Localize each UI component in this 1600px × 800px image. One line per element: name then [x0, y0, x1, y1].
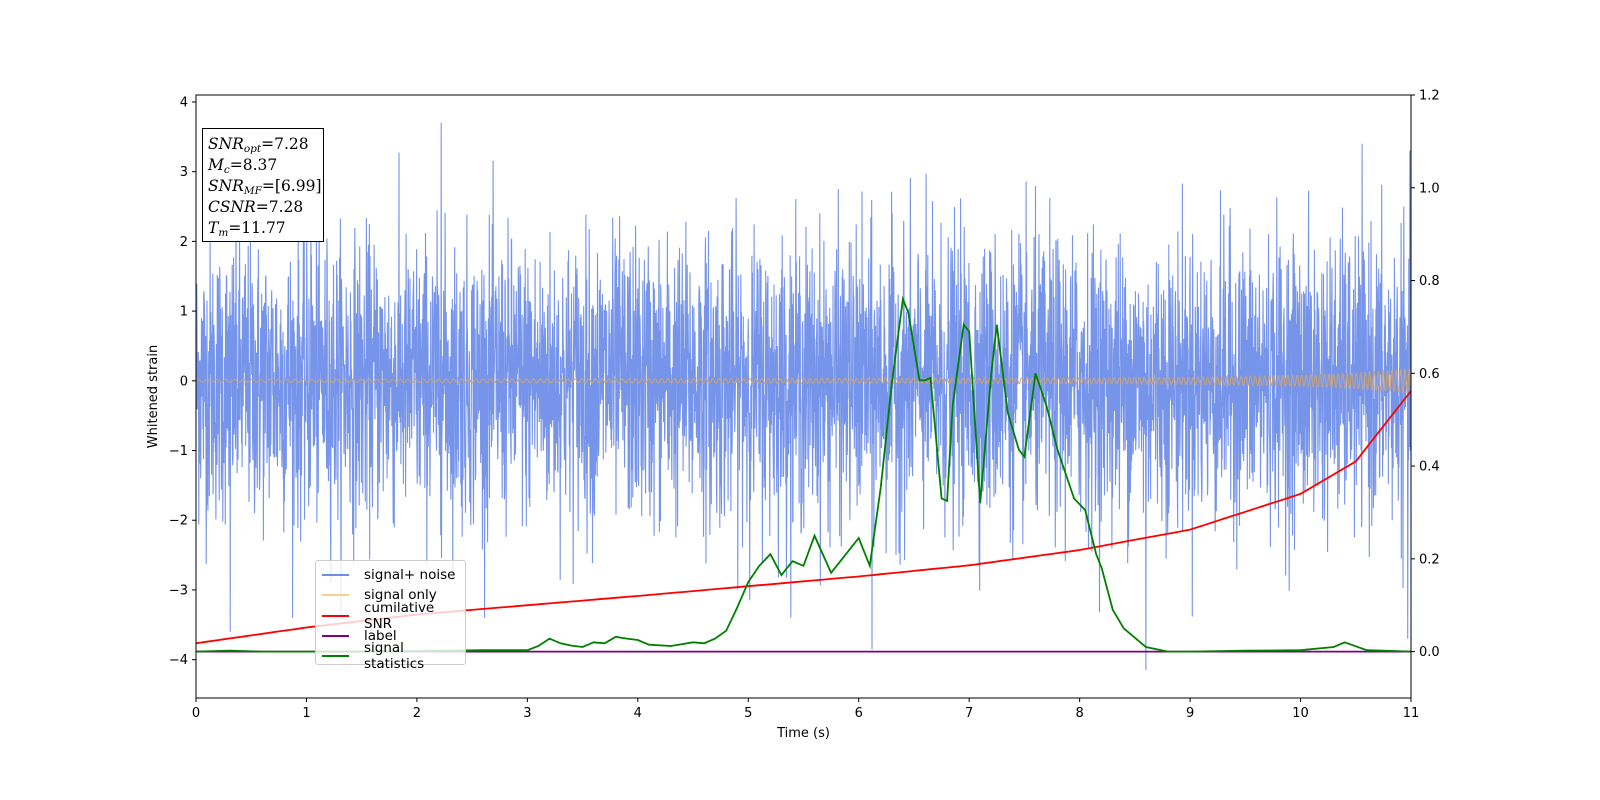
signal-only-line	[196, 367, 1411, 394]
x-tick-label: 11	[1403, 706, 1420, 721]
csnr-row: CSNR=7.28	[208, 197, 323, 218]
legend-swatch	[322, 574, 349, 577]
legend-label: signal statistics	[364, 640, 425, 673]
x-tick-label: 8	[1075, 706, 1083, 721]
signal-noise-line	[196, 122, 1411, 671]
x-axis-label: Time (s)	[776, 726, 830, 741]
y2-tick-label: 1.0	[1419, 181, 1440, 196]
legend-item-signal-only: signal only	[322, 585, 465, 605]
legend: signal+ noise signal only cumilative SNR…	[315, 560, 466, 672]
snr-mf-value: =[6.99]	[261, 177, 322, 195]
x-tick-label: 9	[1186, 706, 1194, 721]
legend-item-signal-noise: signal+ noise	[322, 565, 465, 585]
legend-item-cumulative-snr: cumilative SNR	[322, 600, 465, 632]
y-tick-label: −1	[169, 444, 188, 459]
x-tick-label: 5	[744, 706, 752, 721]
mc-sub: c	[223, 164, 230, 176]
y2-tick-label: 0.8	[1419, 274, 1440, 289]
plot-frame	[195, 94, 1412, 699]
snr-opt-sub: opt	[243, 143, 262, 155]
y2-tick-label: 1.2	[1419, 89, 1440, 104]
legend-item-signal-statistics: signal statistics	[322, 640, 465, 672]
y2-tick-label: 0.0	[1419, 645, 1440, 660]
tm-row: Tm=11.77	[208, 218, 323, 239]
info-box: SNRopt=7.28 Mc=8.37 SNRMF=[6.99] CSNR=7.…	[202, 128, 324, 242]
snr-opt-label: SNR	[208, 135, 244, 153]
y-tick-label: 3	[180, 165, 188, 180]
x-tick-label: 7	[965, 706, 973, 721]
x-tick-label: 2	[413, 706, 421, 721]
mc-label: M	[208, 156, 224, 174]
snr-opt-row: SNRopt=7.28	[208, 134, 323, 155]
mc-value: =8.37	[229, 156, 278, 174]
x-tick-label: 4	[634, 706, 642, 721]
axis-ticks: 0 1 2 3 4 5 6 7 8 9 10 11 −4 −3 −2 −1 0 1 2 3 4 0.0 0.2 0.4 0.6 0…	[169, 89, 1440, 722]
snr-mf-sub: MF	[243, 185, 262, 197]
tm-sub: m	[218, 227, 229, 239]
y2-tick-label: 0.6	[1419, 367, 1440, 382]
y-tick-label: 1	[180, 305, 188, 320]
y-tick-label: −2	[169, 514, 188, 529]
signal-statistics-line	[196, 295, 1411, 653]
x-tick-label: 3	[523, 706, 531, 721]
x-tick-label: 0	[192, 706, 200, 721]
series-signal-only	[196, 367, 1411, 394]
y-tick-label: 0	[180, 374, 188, 389]
snr-opt-value: =7.28	[261, 135, 309, 153]
x-tick-label: 6	[855, 706, 863, 721]
legend-label: signal+ noise	[364, 567, 456, 584]
snr-mf-row: SNRMF=[6.99]	[208, 176, 323, 197]
y-axis-label: Whitened strain	[146, 345, 161, 448]
y-tick-label: −3	[169, 583, 188, 598]
mc-row: Mc=8.37	[208, 155, 323, 176]
legend-swatch	[322, 614, 349, 617]
x-tick-label: 1	[302, 706, 310, 721]
csnr-value: =7.28	[255, 198, 304, 216]
y-tick-label: −4	[169, 653, 188, 668]
legend-swatch	[322, 594, 349, 597]
x-tick-label: 10	[1292, 706, 1309, 721]
y2-tick-label: 0.2	[1419, 552, 1440, 567]
y-tick-label: 2	[180, 235, 188, 250]
tm-label: T	[208, 219, 219, 237]
legend-label: signal only	[364, 587, 437, 604]
y-tick-label: 4	[180, 95, 188, 110]
csnr-label: CSNR	[208, 198, 256, 216]
y2-tick-label: 0.4	[1419, 460, 1440, 475]
series-signal-noise	[196, 122, 1411, 671]
legend-label: label	[364, 628, 397, 645]
legend-swatch	[322, 635, 349, 638]
tm-value: =11.77	[228, 219, 286, 237]
snr-mf-label: SNR	[208, 177, 244, 195]
legend-label: cumilative SNR	[364, 599, 435, 632]
legend-swatch	[322, 655, 349, 658]
legend-item-label: label	[322, 626, 465, 646]
